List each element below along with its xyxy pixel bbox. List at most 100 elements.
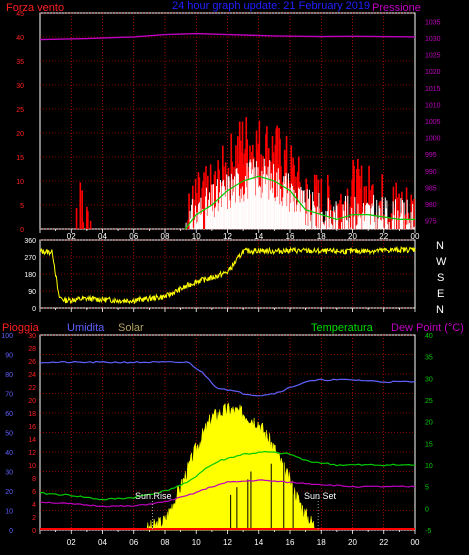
pressure-tick-label: 1020 [425,69,441,76]
pressure-tick-label: 1015 [425,86,441,93]
axis-ticks: 0510152025303540459759809859909951000100… [1,11,440,547]
humidity-tick-label: 90 [5,353,13,360]
humidity-tick-label: 0 [9,528,13,535]
temperature-axis-label: Temperatura [311,322,374,334]
dew-point-axis-label: Dew Point (°C) [391,322,464,334]
wind-tick-label: 0 [20,227,24,234]
time-tick-label: 16 [286,232,295,241]
time-tick-label: 04 [98,538,107,547]
pressure-line [39,32,416,41]
humidity-tick-label: 80 [5,372,13,379]
rain-tick-label: 2 [32,515,36,522]
time-tick-label: 22 [379,232,388,241]
pressure-tick-label: 985 [425,185,437,192]
rain-tick-label: 30 [28,333,36,340]
rain-tick-label: 18 [28,411,36,418]
solar-area [146,401,319,531]
pressure-tick-label: 975 [425,219,437,226]
time-tick-label: 02 [67,538,76,547]
wind-tick-label: 30 [16,83,24,90]
wind-tick-label: 15 [16,155,24,162]
rain-tick-label: 26 [28,359,36,366]
wind-tick-label: 10 [16,179,24,186]
time-tick-label: 12 [223,232,232,241]
humidity-line [39,360,416,397]
time-tick-label: 14 [254,538,263,547]
rain-tick-label: 6 [32,489,36,496]
pressure-tick-label: 1025 [425,53,441,60]
time-tick-label: 16 [286,538,295,547]
humidity-tick-label: 20 [5,489,13,496]
pressure-tick-label: 1035 [425,19,441,26]
time-tick-label: 00 [411,538,420,547]
wind-tick-label: 35 [16,59,24,66]
direction-tick-label: 90 [28,289,36,296]
temperature-tick-label: 25 [425,398,433,405]
data-series [39,32,416,531]
direction-letter: S [437,272,444,284]
pressure-tick-label: 1030 [425,36,441,43]
humidity-tick-label: 70 [5,392,13,399]
sun-rise-label: Sun Rise [135,491,172,501]
wind-axis-label: Forza vento [6,2,64,14]
pressure-tick-label: 1010 [425,102,441,109]
time-tick-label: 00 [411,232,420,241]
pressure-tick-label: 995 [425,152,437,159]
time-tick-label: 08 [161,232,170,241]
pressure-tick-label: 1000 [425,136,441,143]
direction-letter: E [437,288,444,300]
time-tick-label: 20 [348,232,357,241]
temperature-line [39,450,415,501]
direction-tick-label: 360 [24,238,36,245]
pressure-tick-label: 1005 [425,119,441,126]
temperature-tick-label: 10 [425,463,433,470]
time-tick-label: 22 [379,538,388,547]
pressure-tick-label: 990 [425,169,437,176]
rain-tick-label: 14 [28,437,36,444]
dew-point-line [39,479,416,508]
direction-letter: W [436,256,447,268]
temperature-tick-label: 40 [425,333,433,340]
temperature-tick-label: 0 [425,506,429,513]
rain-tick-label: 24 [28,372,36,379]
rain-tick-label: 16 [28,424,36,431]
direction-letter: N [436,240,444,252]
time-tick-label: 18 [317,538,326,547]
time-tick-label: 12 [223,538,232,547]
time-tick-label: 06 [129,538,138,547]
rain-tick-label: 0 [32,528,36,535]
time-tick-label: 06 [129,232,138,241]
chart-title: 24 hour graph update: 21 February 2019 [172,0,370,12]
time-tick-label: 04 [98,232,107,241]
time-tick-label: 20 [348,538,357,547]
direction-tick-label: 270 [24,255,36,262]
wind-tick-label: 20 [16,131,24,138]
rain-tick-label: 4 [32,502,36,509]
wind-tick-label: 45 [16,11,24,18]
solar-axis-label: Solar [118,322,144,334]
temperature-tick-label: 35 [425,355,433,362]
temperature-tick-label: 20 [425,420,433,427]
pressure-tick-label: 980 [425,202,437,209]
direction-tick-label: 0 [32,306,36,313]
humidity-tick-label: 10 [5,509,13,516]
rain-tick-label: 10 [28,463,36,470]
humidity-tick-label: 30 [5,470,13,477]
temperature-tick-label: 15 [425,441,433,448]
time-tick-label: 10 [192,538,201,547]
time-tick-label: 18 [317,232,326,241]
rain-tick-label: 20 [28,398,36,405]
direction-letter: N [436,304,444,316]
temperature-tick-label: 30 [425,376,433,383]
rain-tick-label: 12 [28,450,36,457]
time-tick-label: 08 [161,538,170,547]
wind-tick-label: 40 [16,35,24,42]
wind-tick-label: 25 [16,107,24,114]
direction-trace [39,245,416,305]
avg-wind-line [184,175,415,230]
humidity-tick-label: 60 [5,411,13,418]
direction-tick-label: 180 [24,272,36,279]
time-tick-label: 10 [192,232,201,241]
wind-tick-label: 5 [20,203,24,210]
